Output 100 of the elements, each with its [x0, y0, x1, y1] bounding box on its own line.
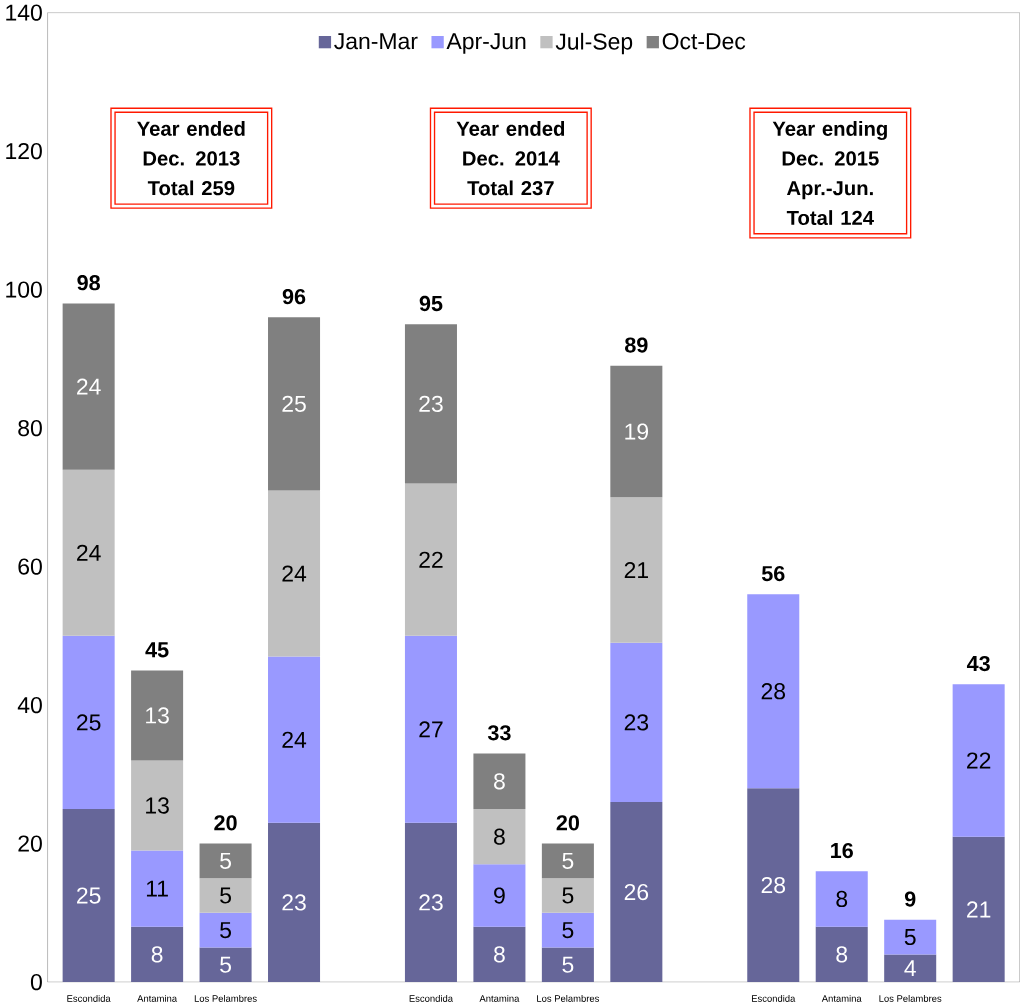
data-label: 5: [562, 956, 574, 973]
bar: [473, 808, 526, 865]
data-label: 24: [282, 565, 307, 582]
y-tick-label: 40: [17, 696, 42, 714]
bar: [541, 878, 594, 913]
data-label: 8: [494, 946, 505, 963]
data-label: 8: [151, 946, 163, 963]
x-tick-label: Escondida: [751, 994, 796, 1002]
total-label: 20: [556, 815, 579, 831]
data-label: 28: [761, 682, 786, 700]
data-label: 23: [282, 894, 306, 911]
annotation: Year ended Dec. 2013 Total 259: [137, 120, 245, 196]
bar: [541, 947, 594, 982]
total-label: 9: [904, 891, 916, 907]
data-label: 27: [419, 721, 443, 738]
x-tick-label: Antamina: [479, 994, 520, 1002]
data-label: 26: [624, 883, 649, 900]
total-label: 56: [761, 565, 785, 582]
bar: [404, 822, 457, 982]
bar: [473, 753, 526, 809]
bar: [541, 843, 594, 879]
bar: [952, 684, 1005, 837]
bar: [815, 926, 868, 982]
bar: [131, 850, 184, 927]
data-label: 5: [904, 928, 916, 945]
bar: [268, 490, 321, 657]
data-label: 24: [282, 731, 307, 748]
data-label: 22: [967, 752, 991, 769]
data-label: 25: [77, 887, 101, 904]
data-label: 21: [624, 561, 648, 578]
bar: [62, 303, 115, 470]
bar: [62, 808, 115, 982]
y-tick-label: 140: [6, 4, 42, 21]
data-label: 23: [624, 714, 649, 731]
bar: [199, 843, 252, 879]
bar: [610, 642, 663, 802]
bar: [473, 864, 526, 927]
data-label: 23: [419, 395, 443, 412]
data-label: 11: [146, 880, 168, 897]
x-tick-label: Antamina: [821, 994, 862, 1002]
data-label: 24: [77, 544, 101, 561]
data-label: 5: [220, 921, 231, 938]
bar: [541, 912, 594, 948]
bar: [268, 317, 321, 491]
data-label: 22: [419, 551, 443, 568]
data-label: 8: [836, 890, 848, 907]
annotation: Year ending Dec. 2015 Apr.-Jun. Total 124: [772, 120, 887, 225]
data-label: 5: [562, 921, 574, 938]
data-label: 13: [146, 797, 169, 814]
data-label: 8: [494, 828, 505, 845]
bar: [404, 483, 457, 636]
legend-label: Jul-Sep: [555, 32, 633, 55]
annotation: Year ended Dec. 2014 Total 237: [456, 120, 565, 196]
data-label: 25: [282, 395, 306, 412]
total-label: 98: [77, 274, 100, 291]
y-tick-label: 80: [18, 419, 42, 437]
data-label: 28: [761, 876, 786, 894]
bar: [199, 947, 252, 982]
bar: [747, 788, 800, 982]
total-label: 33: [487, 724, 511, 741]
bar: [62, 635, 115, 809]
data-label: 5: [562, 887, 574, 904]
bar: [131, 670, 184, 761]
bar: [884, 954, 937, 982]
data-label: 19: [625, 423, 649, 440]
data-label: 9: [494, 887, 505, 904]
data-label: 13: [146, 707, 169, 724]
y-tick-label: 100: [6, 281, 42, 298]
bar: [199, 878, 252, 913]
x-tick-label: Los Pelambres: [537, 994, 600, 1002]
bar: [815, 871, 868, 927]
total-label: 96: [282, 288, 306, 305]
bar: [884, 919, 937, 955]
y-tick-label: 60: [18, 558, 42, 575]
data-label: 23: [419, 894, 443, 911]
data-label: 25: [77, 714, 101, 731]
data-label: 5: [220, 956, 231, 973]
bar: [62, 469, 115, 636]
data-label: 8: [494, 772, 505, 790]
legend-label: Apr-Jun: [446, 33, 526, 54]
data-label: 5: [220, 852, 231, 869]
data-label: 5: [562, 852, 574, 869]
data-label: 4: [904, 960, 916, 976]
bar: [268, 822, 321, 982]
y-tick-label: 120: [6, 142, 42, 160]
bar: [610, 801, 663, 982]
total-label: 20: [214, 815, 237, 831]
y-tick-label: 20: [18, 835, 42, 852]
x-tick-label: Los Pelambres: [879, 994, 942, 1002]
bar: [610, 497, 663, 643]
legend-label: Oct-Dec: [662, 32, 746, 50]
bar: [473, 926, 526, 982]
bar: [952, 836, 1005, 982]
total-label: 89: [625, 337, 648, 353]
data-label: 21: [967, 901, 991, 918]
legend-label: Jan-Mar: [334, 33, 418, 50]
data-label: 5: [220, 887, 231, 904]
total-label: 43: [966, 655, 990, 672]
bar: [268, 656, 321, 823]
x-tick-label: Antamina: [137, 994, 178, 1002]
